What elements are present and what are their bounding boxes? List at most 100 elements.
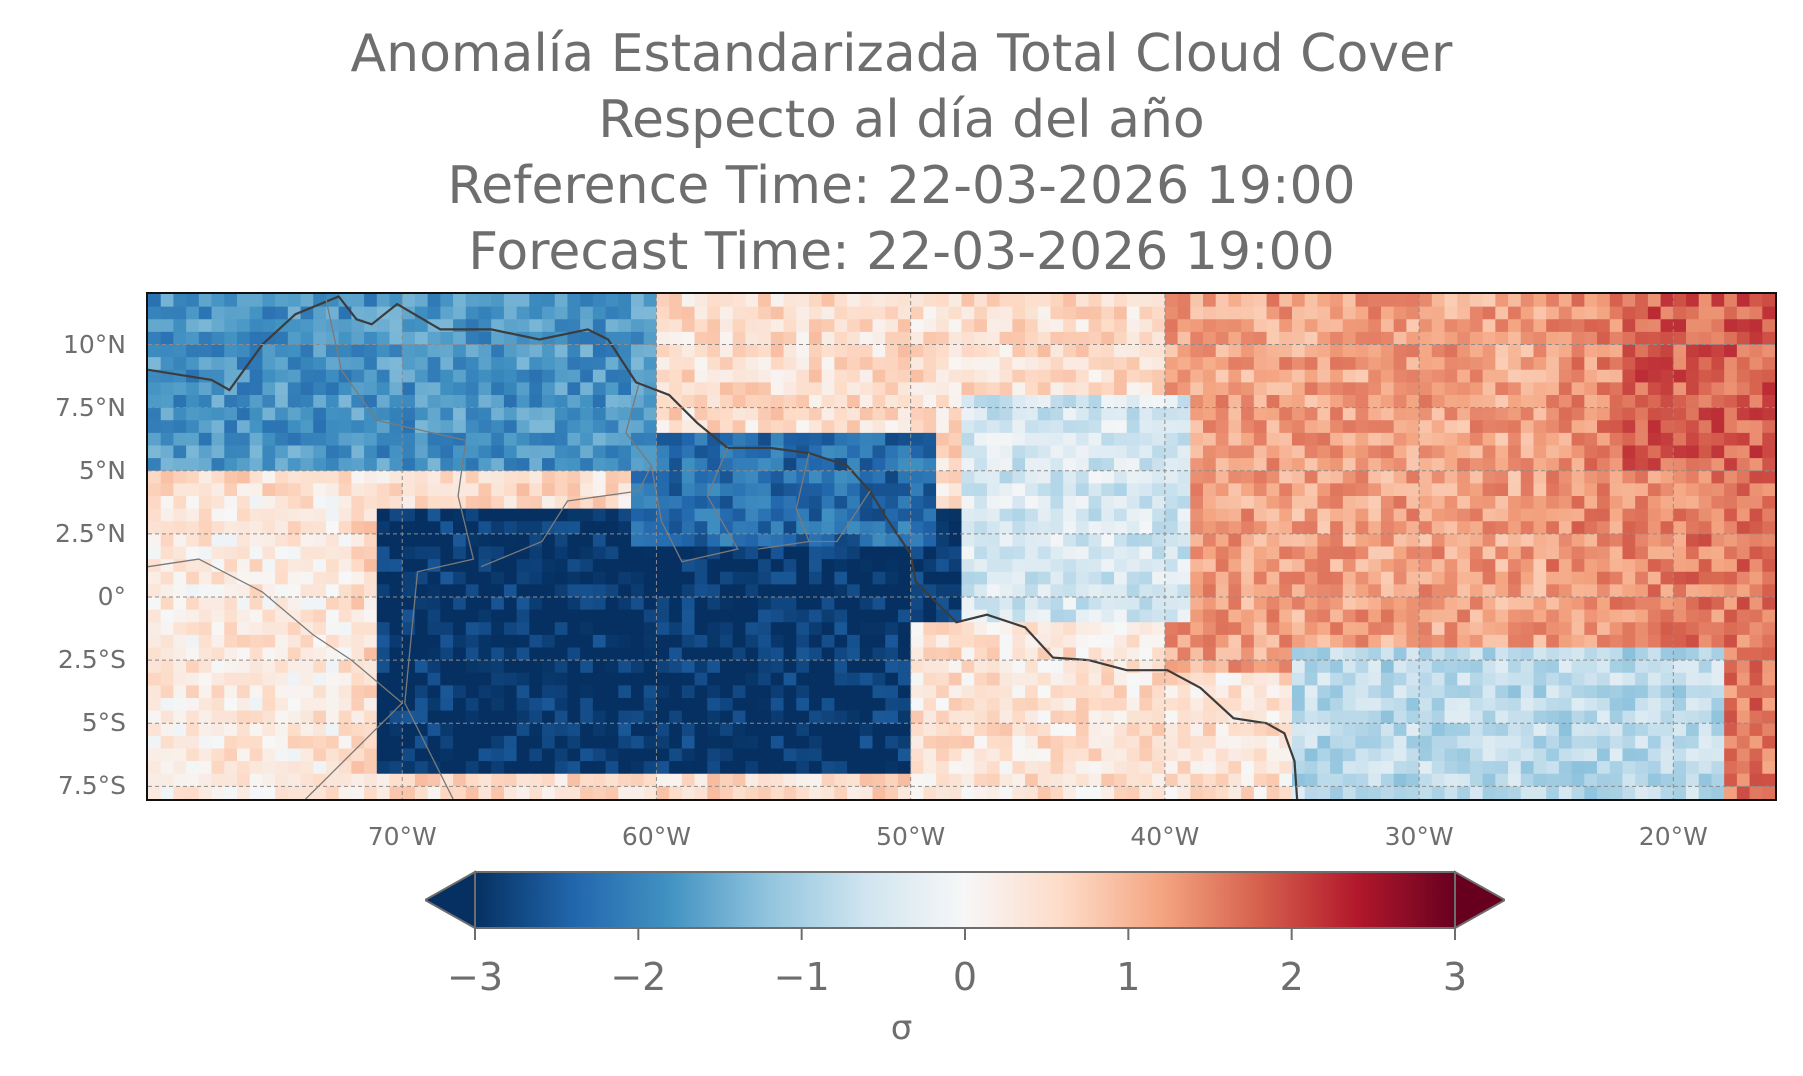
anomaly-cell [1215,483,1230,497]
anomaly-cell [440,445,454,459]
anomaly-cell [1660,319,1674,333]
anomaly-cell [1253,331,1268,346]
anomaly-cell [707,735,721,750]
anomaly-cell [1406,748,1420,762]
anomaly-cell [923,432,937,447]
anomaly-cell [1342,685,1357,699]
anomaly-cell [1355,685,1369,699]
anomaly-cell [1406,773,1420,787]
anomaly-cell [1584,546,1598,560]
anomaly-cell [580,761,594,775]
anomaly-cell [1063,597,1077,611]
anomaly-cell [148,306,162,320]
anomaly-cell [910,748,924,762]
anomaly-cell [1152,369,1166,383]
anomaly-cell [1698,723,1713,737]
anomaly-cell [1101,319,1115,333]
anomaly-cell [300,735,314,750]
anomaly-cell [885,420,899,434]
anomaly-cell [1228,306,1242,320]
anomaly-cell [1406,672,1420,686]
anomaly-cell [1673,508,1687,522]
anomaly-cell [1164,748,1179,762]
anomaly-cell [859,723,874,737]
anomaly-cell [275,685,289,699]
anomaly-cell [1495,698,1509,712]
anomaly-cell [961,698,975,712]
anomaly-cell [440,748,454,762]
anomaly-cell [1431,508,1446,522]
anomaly-cell [491,622,505,636]
anomaly-cell [224,395,238,409]
anomaly-cell [1673,319,1687,333]
anomaly-cell [1495,748,1509,762]
anomaly-cell [364,483,378,497]
anomaly-cell [1025,369,1039,383]
anomaly-cell [796,407,810,421]
anomaly-cell [453,761,467,775]
anomaly-cell [1190,660,1204,674]
anomaly-cell [796,748,810,762]
anomaly-cell [376,559,391,573]
anomaly-cell [1114,382,1128,396]
anomaly-cell [1762,420,1775,434]
anomaly-cell [783,458,797,472]
anomaly-cell [1584,521,1598,535]
anomaly-cell [1584,445,1598,459]
anomaly-cell [936,735,950,750]
anomaly-cell [1419,735,1433,750]
anomaly-cell [287,319,302,333]
anomaly-cell [923,735,937,750]
anomaly-cell [669,445,683,459]
anomaly-cell [1253,306,1268,320]
anomaly-cell [732,634,747,649]
anomaly-cell [1660,420,1674,434]
anomaly-cell [224,559,238,573]
anomaly-cell [872,521,886,535]
anomaly-cell [516,698,530,712]
anomaly-cell [275,634,289,649]
anomaly-cell [186,698,200,712]
anomaly-cell [936,331,950,346]
anomaly-cell [1406,344,1420,358]
anomaly-cell [783,344,797,358]
anomaly-cell [465,294,480,308]
anomaly-cell [1012,483,1026,497]
anomaly-cell [961,395,975,409]
anomaly-cell [694,735,708,750]
anomaly-cell [1419,748,1433,762]
anomaly-cell [1012,319,1026,333]
anomaly-cell [732,508,747,522]
anomaly-cell [1037,521,1052,535]
anomaly-cell [936,685,950,699]
anomaly-cell [1050,458,1064,472]
anomaly-cell [567,773,581,787]
anomaly-cell [1558,546,1573,560]
anomaly-cell [1152,496,1166,510]
anomaly-cell [1063,609,1077,623]
anomaly-cell [821,533,835,548]
anomaly-cell [1724,306,1738,320]
anomaly-cell [821,559,835,573]
anomaly-cell [1558,496,1573,510]
anomaly-cell [1025,546,1039,560]
anomaly-cell [974,432,988,447]
anomaly-cell [948,521,963,535]
anomaly-cell [249,294,263,308]
anomaly-cell [236,723,251,737]
anomaly-cell [1457,546,1471,560]
anomaly-cell [554,710,569,724]
anomaly-cell [389,773,403,787]
anomaly-cell [1228,748,1242,762]
anomaly-cell [491,420,505,434]
anomaly-cell [1431,748,1446,762]
anomaly-cell [1355,508,1369,522]
anomaly-cell [1406,508,1420,522]
anomaly-cell [618,609,632,623]
anomaly-cell [1762,584,1775,598]
anomaly-cell [872,735,886,750]
anomaly-cell [1101,710,1115,724]
anomaly-cell [1101,294,1115,308]
anomaly-cell [961,420,975,434]
anomaly-cell [262,609,276,623]
